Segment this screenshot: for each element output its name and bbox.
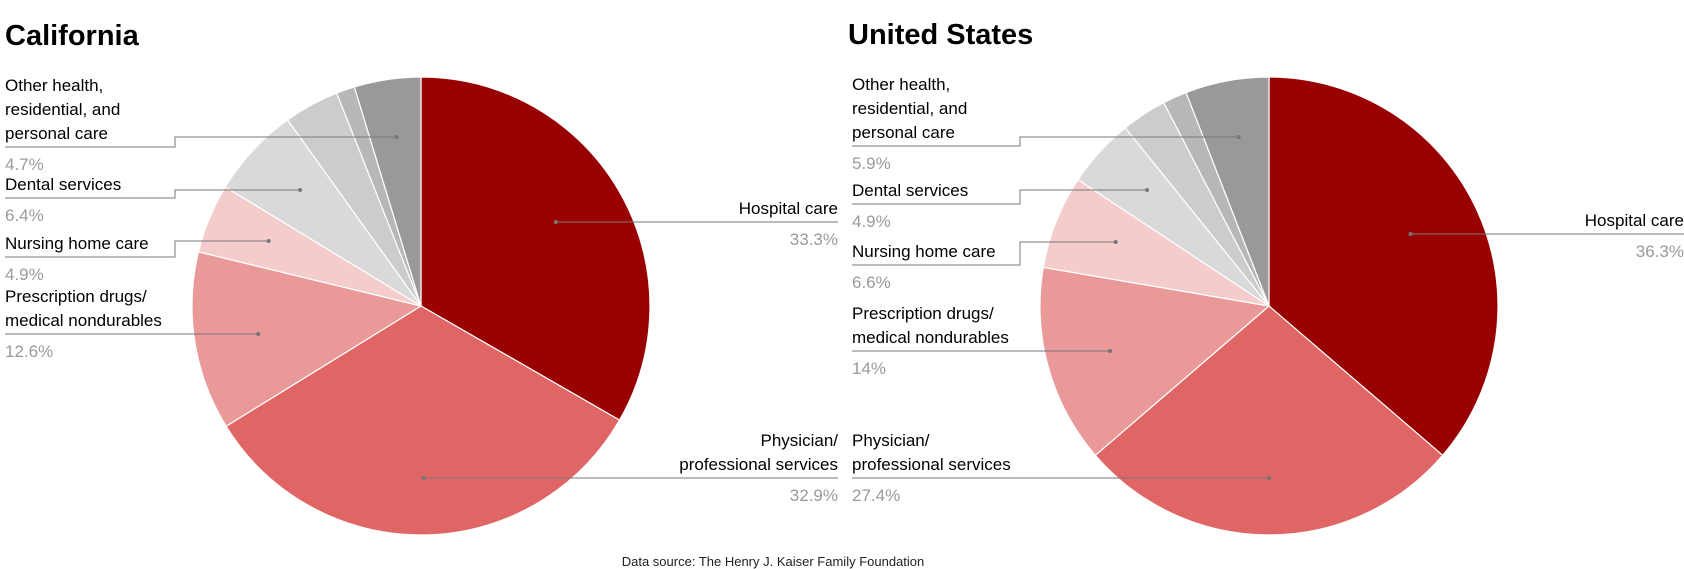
slice-percentage: 5.9% <box>852 154 891 173</box>
leader-dot <box>553 220 558 224</box>
slice-label: residential, and <box>852 99 967 118</box>
leader-dot <box>266 239 271 243</box>
slice-label: medical nondurables <box>5 311 162 330</box>
leader-dot <box>1108 349 1113 353</box>
chart-title-united-states: United States <box>848 19 1033 51</box>
california-pie-chart: California Hospital care 33.3% Physician/p… <box>5 20 839 536</box>
slice-label: personal care <box>5 124 108 143</box>
united-states-pie-chart: United States Hospital care 36.3% Physicia… <box>848 19 1684 536</box>
slice-label: professional services <box>852 455 1011 474</box>
leader-line <box>5 240 269 258</box>
slice-percentage: 6.6% <box>852 273 891 292</box>
leader-line <box>852 189 1148 205</box>
slice-percentage: 14% <box>852 359 886 378</box>
slice-percentage: 33.3% <box>790 230 838 249</box>
slice-label: Dental services <box>5 175 121 194</box>
slice-percentage: 4.7% <box>5 155 44 174</box>
slice-label: Prescription drugs/ <box>852 304 994 323</box>
slice-label: Nursing home care <box>852 242 996 261</box>
leader-line <box>5 189 301 199</box>
slice-percentage: 4.9% <box>5 265 44 284</box>
pie-slice-1-7 <box>1185 76 1270 307</box>
slice-label: residential, and <box>5 100 120 119</box>
pie-slice-0-0 <box>420 76 651 421</box>
slice-label: Other health, <box>852 75 950 94</box>
pie-slice-0-2 <box>191 251 423 428</box>
slice-label: personal care <box>852 123 955 142</box>
pie-slice-1-0 <box>1268 76 1499 457</box>
slice-label: Nursing home care <box>5 234 149 253</box>
slice-label: Prescription drugs/ <box>5 287 147 306</box>
slice-label: Dental services <box>852 181 968 200</box>
slice-percentage: 36.3% <box>1636 242 1684 261</box>
chart-title-california: California <box>5 20 140 52</box>
slice-percentage: 6.4% <box>5 206 44 225</box>
slice-label: professional services <box>679 455 838 474</box>
slice-label: Other health, <box>5 76 103 95</box>
leader-dot <box>256 332 261 336</box>
slice-label: Hospital care <box>739 199 838 218</box>
leader-dot <box>1267 476 1271 480</box>
leader-dot <box>1408 232 1413 236</box>
slice-label: Hospital care <box>1585 211 1684 230</box>
slice-label: Physician/ <box>852 431 930 450</box>
leader-dot <box>298 188 303 192</box>
slice-percentage: 32.9% <box>790 486 838 505</box>
data-source-note: Data source: The Henry J. Kaiser Family … <box>622 554 925 569</box>
leader-dot <box>394 135 399 139</box>
slice-label: Physician/ <box>761 431 839 450</box>
leader-dot <box>1145 188 1150 192</box>
leader-dot <box>1113 240 1118 244</box>
slice-label: medical nondurables <box>852 328 1009 347</box>
slice-percentage: 12.6% <box>5 342 53 361</box>
leader-line <box>852 241 1116 266</box>
leader-dot <box>1236 135 1241 139</box>
leader-line <box>852 136 1239 147</box>
pie-slice-0-7 <box>353 76 422 307</box>
leader-dot <box>421 476 426 480</box>
slice-percentage: 27.4% <box>852 486 900 505</box>
pie-slice-1-2 <box>1039 266 1271 457</box>
slice-percentage: 4.9% <box>852 212 891 231</box>
leader-line <box>5 136 397 148</box>
